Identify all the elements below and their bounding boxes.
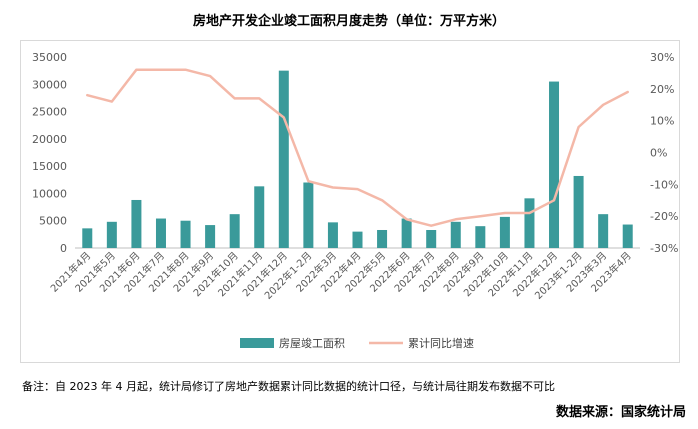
bar [327,222,338,248]
chart-title: 房地产开发企业竣工面积月度走势（单位：万平方米） [192,14,505,29]
y-left-tick-label: 15000 [32,160,67,173]
y-left-tick-label: 10000 [32,187,67,200]
bar [229,214,240,248]
bar [352,231,363,248]
bar [131,199,142,248]
y-right-tick-label: 10% [650,115,674,128]
y-right-tick-label: 30% [650,51,674,64]
y-right-tick-label: 20% [650,83,674,96]
bar [450,221,461,248]
y-right-tick-label: 0% [650,147,667,160]
y-right-tick-label: -10% [650,178,678,191]
legend-swatch-bar [240,338,274,348]
y-right-tick-label: -30% [650,242,678,255]
bar [106,221,117,248]
bar [303,182,314,248]
y-left-tick-label: 20000 [32,133,67,146]
bar [622,224,633,248]
line-series [86,68,629,227]
legend-label-bar: 房屋竣工面积 [279,336,345,350]
y-left-tick-label: 0 [60,242,67,255]
bar [278,70,289,249]
bar [426,229,437,248]
y-left-tick-label: 35000 [32,51,67,64]
bar [524,198,535,248]
chart-frame [20,40,680,363]
legend-label-line: 累计同比增速 [408,336,474,350]
bar [573,175,584,248]
chart: 0 5000 10000 15000 20000 25000 30000 35000 -30% -… [32,51,678,350]
bar [598,214,609,248]
footnote: 备注：自 2023 年 4 月起，统计局修订了房地产数据累计同比数据的统计口径，… [22,380,555,393]
y-left-tick-label: 25000 [32,106,67,119]
bar [377,229,388,248]
bar [155,218,166,248]
bar [82,228,93,248]
bar [254,186,265,248]
y-right-tick-label: -20% [650,210,678,223]
y-left-tick-label: 5000 [39,215,67,228]
bar [401,218,412,248]
bar [549,81,560,248]
bar [180,220,191,248]
bar [499,216,510,248]
y-left-tick-label: 30000 [32,78,67,91]
source-credit: 数据来源：国家统计局 [555,405,686,420]
bar [475,226,486,248]
bar [205,225,216,248]
